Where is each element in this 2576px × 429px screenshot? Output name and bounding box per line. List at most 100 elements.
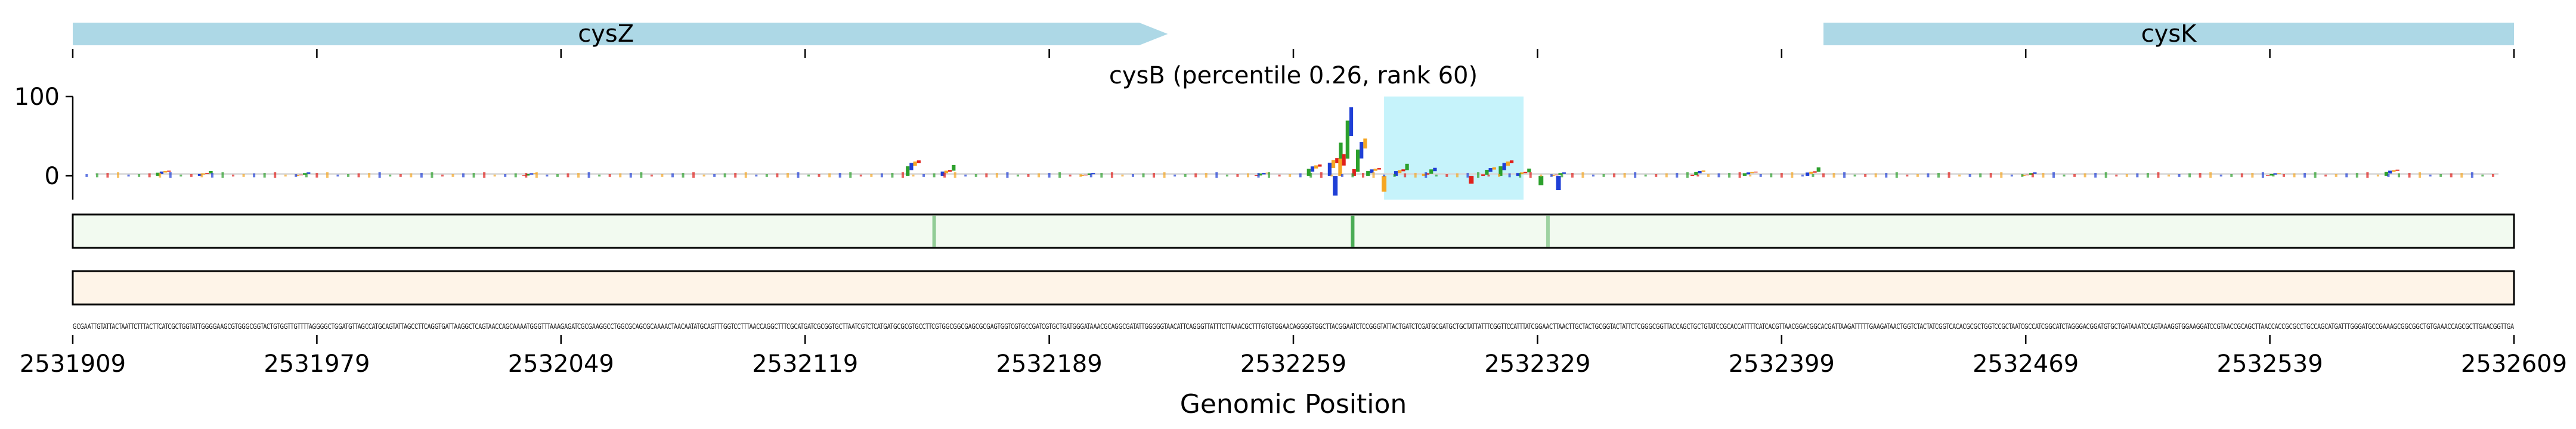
gene-annotation-track: cysZ cysK: [72, 20, 2515, 58]
attribution-marks: [85, 107, 2494, 196]
attribution-noise-mark: [1979, 173, 1982, 178]
attribution-noise-mark: [1592, 175, 1594, 177]
attribution-noise-mark: [1383, 175, 1386, 177]
attribution-peak-mark: [1506, 161, 1510, 166]
attribution-noise-mark: [2021, 174, 2024, 177]
attribution-noise-mark: [807, 175, 810, 177]
attribution-noise-mark: [1121, 175, 1124, 177]
green-track-mark: [1351, 216, 1355, 247]
attribution-noise-mark: [995, 173, 998, 178]
attribution-noise-mark: [650, 175, 653, 177]
attribution-noise-mark: [1602, 174, 1605, 177]
attribution-peak-mark: [1488, 168, 1493, 172]
attribution-peak-mark: [1498, 166, 1503, 176]
attribution-noise-mark: [556, 174, 559, 177]
attribution-peak-mark: [1746, 172, 1751, 175]
attribution-noise-mark: [1508, 173, 1511, 178]
x-axis-tick-label: 2532539: [2217, 350, 2323, 378]
attribution-noise-mark: [190, 174, 193, 177]
attribution-noise-mark: [818, 174, 821, 177]
attribution-noise-mark: [1717, 173, 1720, 178]
attribution-peak-mark: [205, 173, 209, 175]
attribution-peak-mark: [163, 171, 168, 173]
attribution-noise-mark: [169, 172, 172, 178]
attribution-noise-mark: [1309, 173, 1312, 178]
attribution-noise-mark: [1644, 175, 1647, 177]
attribution-peak-mark: [1690, 175, 1695, 176]
attribution-peak-mark: [1363, 138, 1367, 149]
attribution-peak-mark: [1524, 172, 1528, 173]
attribution-noise-mark: [587, 172, 590, 178]
attribution-peak-mark: [1502, 163, 1506, 170]
attribution-peak-mark: [913, 161, 917, 166]
attribution-noise-mark: [1194, 173, 1197, 178]
attribution-peak-mark: [1551, 175, 1555, 176]
attribution-peak-mark: [522, 175, 526, 176]
attribution-peak-mark: [1310, 166, 1315, 172]
attribution-peak-mark: [2033, 172, 2037, 174]
attribution-noise-mark: [2042, 173, 2045, 178]
attribution-peak-mark: [2388, 170, 2392, 174]
attribution-noise-mark: [1498, 174, 1501, 177]
attribution-noise-mark: [1989, 173, 1992, 178]
x-axis: 2531909 2531979 2532049 2532119 2532189 25322…: [20, 335, 2567, 419]
attribution-noise-mark: [2345, 173, 2348, 178]
attribution-peak-mark: [1394, 171, 1398, 176]
attribution-noise-mark: [661, 174, 664, 177]
attribution-noise-mark: [640, 172, 643, 178]
attribution-noise-mark: [274, 172, 277, 178]
attribution-noise-mark: [410, 173, 413, 178]
attribution-noise-mark: [1425, 172, 1428, 178]
attribution-noise-mark: [1289, 174, 1292, 177]
attribution-dip-mark: [1333, 176, 1338, 196]
attribution-noise-mark: [1340, 174, 1343, 177]
attribution-noise-mark: [1414, 173, 1417, 178]
gene-arrows: cysZ cysK: [73, 20, 2514, 48]
attribution-noise-mark: [598, 175, 601, 177]
attribution-noise-mark: [2146, 173, 2149, 178]
attribution-noise-mark: [2460, 173, 2463, 178]
attribution-noise-mark: [2010, 175, 2013, 177]
attribution-noise-mark: [608, 174, 611, 177]
attribution-noise-mark: [765, 174, 768, 177]
attribution-noise-mark: [2104, 172, 2107, 178]
attribution-peak-mark: [1349, 107, 1354, 136]
attribution-noise-mark: [1686, 172, 1689, 178]
attribution-noise-mark: [933, 173, 936, 178]
attribution-noise-mark: [1131, 174, 1134, 177]
attribution-noise-mark: [2355, 173, 2358, 178]
attribution-peak-mark: [1509, 160, 1514, 163]
attribution-noise-mark: [1864, 174, 1867, 177]
attribution-noise-mark: [462, 173, 465, 178]
attribution-noise-mark: [2031, 173, 2034, 178]
attribution-noise-mark: [179, 175, 182, 177]
attribution-noise-mark: [200, 173, 203, 178]
dna-sequence-row: GCGAATTGTATTACTAATTCTTTACTTCATCGCTGGTATT…: [73, 322, 2515, 331]
attribution-noise-mark: [2314, 172, 2317, 178]
attribution-peak-mark: [159, 171, 164, 174]
attribution-noise-mark: [2188, 173, 2191, 178]
attribution-noise-mark: [744, 172, 747, 178]
attribution-noise-mark: [1581, 172, 1584, 178]
attribution-peak-mark: [1087, 173, 1092, 175]
attribution-peak-mark: [1327, 163, 1332, 176]
attribution-noise-mark: [1968, 174, 1971, 177]
attribution-noise-mark: [2063, 175, 2066, 177]
attribution-noise-mark: [431, 172, 434, 178]
attribution-noise-mark: [1110, 172, 1113, 178]
attribution-noise-mark: [1519, 173, 1522, 178]
attribution-noise-mark: [514, 173, 517, 178]
attribution-noise-mark: [1163, 172, 1166, 178]
attribution-noise-mark: [2470, 172, 2473, 178]
attribution-noise-mark: [1142, 173, 1145, 178]
attribution-noise-mark: [493, 175, 496, 177]
attribution-peak-mark: [1816, 167, 1820, 172]
attribution-noise-mark: [2167, 175, 2170, 177]
attribution-noise-mark: [2136, 173, 2139, 178]
attribution-noise-mark: [2293, 173, 2296, 178]
attribution-noise-mark: [525, 173, 528, 178]
attribution-noise-mark: [1895, 172, 1898, 178]
attribution-noise-mark: [1215, 172, 1218, 178]
attribution-noise-mark: [828, 173, 831, 178]
